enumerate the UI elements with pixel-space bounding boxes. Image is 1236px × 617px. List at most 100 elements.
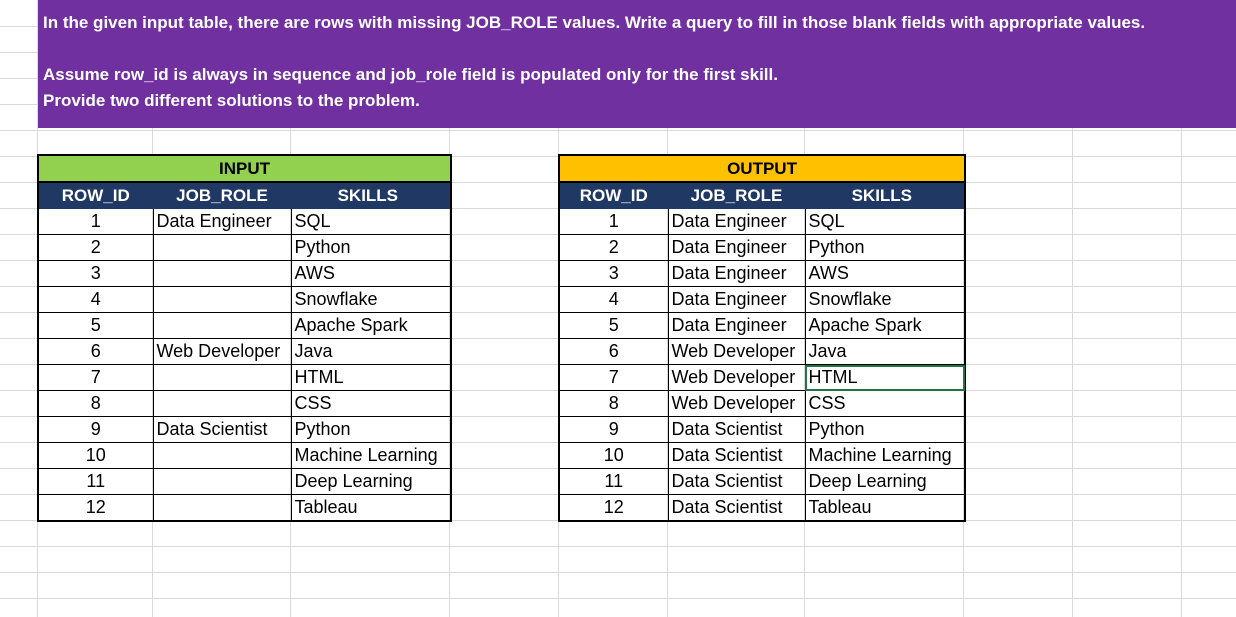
output-skills-cell[interactable]: Apache Spark [804,312,966,339]
input-row-id-cell[interactable]: 9 [37,416,154,443]
output-row-id-cell[interactable]: 4 [558,286,669,313]
input-job-role-cell[interactable] [152,234,292,261]
input-job-role-cell[interactable] [152,260,292,287]
input-table-row: 2 Python [37,234,452,261]
output-skills-cell[interactable]: SQL [804,208,966,235]
output-job-role-cell[interactable]: Data Engineer [667,208,806,235]
output-skills-cell[interactable]: Java [804,338,966,365]
output-row-id-cell[interactable]: 10 [558,442,669,469]
output-skills-cell[interactable]: Python [804,416,966,443]
input-table-row: 9 Data Scientist Python [37,416,452,443]
output-col-row-id[interactable]: ROW_ID [558,181,669,209]
input-col-skills[interactable]: SKILLS [290,181,452,209]
output-job-role-cell[interactable]: Web Developer [667,390,806,417]
input-skills-cell[interactable]: CSS [290,390,452,417]
output-row-id-cell[interactable]: 12 [558,494,669,522]
output-job-role-cell[interactable]: Data Engineer [667,286,806,313]
input-table-row: 4 Snowflake [37,286,452,313]
output-row-id-cell[interactable]: 1 [558,208,669,235]
output-table-row: 10 Data Scientist Machine Learning [558,442,966,469]
output-skills-cell[interactable]: Snowflake [804,286,966,313]
input-skills-cell[interactable]: Machine Learning [290,442,452,469]
input-col-row-id[interactable]: ROW_ID [37,181,154,209]
input-skills-cell[interactable]: Python [290,234,452,261]
output-job-role-cell[interactable]: Web Developer [667,338,806,365]
input-skills-cell[interactable]: Tableau [290,494,452,522]
input-row-id-cell[interactable]: 6 [37,338,154,365]
input-row-id-cell[interactable]: 1 [37,208,154,235]
output-skills-cell[interactable]: Python [804,234,966,261]
input-skills-cell[interactable]: Java [290,338,452,365]
input-job-role-cell[interactable] [152,390,292,417]
input-skills-cell[interactable]: Apache Spark [290,312,452,339]
output-row-id-cell[interactable]: 11 [558,468,669,495]
input-skills-cell[interactable]: Python [290,416,452,443]
input-row-id-cell[interactable]: 10 [37,442,154,469]
output-row-id-cell[interactable]: 9 [558,416,669,443]
input-job-role-cell[interactable] [152,364,292,391]
output-skills-cell[interactable]: HTML [804,364,966,391]
input-skills-cell[interactable]: AWS [290,260,452,287]
input-row-id-cell[interactable]: 4 [37,286,154,313]
output-skills-cell[interactable]: Tableau [804,494,966,522]
input-row-id-cell[interactable]: 11 [37,468,154,495]
input-table-row: 12 Tableau [37,494,452,522]
output-row-id-cell[interactable]: 6 [558,338,669,365]
input-table-row: 7 HTML [37,364,452,391]
output-col-job-role[interactable]: JOB_ROLE [667,181,806,209]
output-row-id-cell[interactable]: 3 [558,260,669,287]
output-table-row: 4 Data Engineer Snowflake [558,286,966,313]
output-job-role-cell[interactable]: Data Engineer [667,260,806,287]
input-job-role-cell[interactable] [152,286,292,313]
output-job-role-cell[interactable]: Data Scientist [667,468,806,495]
output-col-skills[interactable]: SKILLS [804,181,966,209]
input-row-id-cell[interactable]: 12 [37,494,154,522]
output-job-role-cell[interactable]: Data Engineer [667,234,806,261]
input-row-id-cell[interactable]: 8 [37,390,154,417]
output-table-row: 8 Web Developer CSS [558,390,966,417]
output-row-id-cell[interactable]: 2 [558,234,669,261]
input-table-row: 5 Apache Spark [37,312,452,339]
output-job-role-cell[interactable]: Data Scientist [667,494,806,522]
output-job-role-cell[interactable]: Web Developer [667,364,806,391]
input-table-row: 8 CSS [37,390,452,417]
input-table-row: 1 Data Engineer SQL [37,208,452,235]
output-row-id-cell[interactable]: 8 [558,390,669,417]
input-job-role-cell[interactable] [152,442,292,469]
instructions-banner[interactable]: In the given input table, there are rows… [38,0,1236,128]
output-table-row: 7 Web Developer HTML [558,364,966,391]
input-job-role-cell[interactable]: Web Developer [152,338,292,365]
output-skills-cell[interactable]: Deep Learning [804,468,966,495]
output-skills-cell[interactable]: Machine Learning [804,442,966,469]
input-table-title[interactable]: INPUT [36,154,453,183]
input-table-row: 10 Machine Learning [37,442,452,469]
input-job-role-cell[interactable] [152,468,292,495]
output-table-title[interactable]: OUTPUT [557,154,967,183]
output-table: OUTPUT ROW_ID JOB_ROLE SKILLS 1 Data Engi… [557,154,967,522]
input-skills-cell[interactable]: Deep Learning [290,468,452,495]
output-table-row: 5 Data Engineer Apache Spark [558,312,966,339]
input-job-role-cell[interactable]: Data Scientist [152,416,292,443]
output-job-role-cell[interactable]: Data Scientist [667,442,806,469]
output-skills-cell[interactable]: CSS [804,390,966,417]
output-skills-cell[interactable]: AWS [804,260,966,287]
output-job-role-cell[interactable]: Data Scientist [667,416,806,443]
input-skills-cell[interactable]: HTML [290,364,452,391]
output-row-id-cell[interactable]: 7 [558,364,669,391]
input-row-id-cell[interactable]: 3 [37,260,154,287]
input-col-job-role[interactable]: JOB_ROLE [152,181,292,209]
input-skills-cell[interactable]: SQL [290,208,452,235]
input-job-role-cell[interactable]: Data Engineer [152,208,292,235]
input-job-role-cell[interactable] [152,312,292,339]
input-row-id-cell[interactable]: 2 [37,234,154,261]
input-table-row: 3 AWS [37,260,452,287]
input-row-id-cell[interactable]: 7 [37,364,154,391]
input-skills-cell[interactable]: Snowflake [290,286,452,313]
output-row-id-cell[interactable]: 5 [558,312,669,339]
output-job-role-cell[interactable]: Data Engineer [667,312,806,339]
input-job-role-cell[interactable] [152,494,292,522]
input-table-row: 11 Deep Learning [37,468,452,495]
output-table-row: 11 Data Scientist Deep Learning [558,468,966,495]
input-row-id-cell[interactable]: 5 [37,312,154,339]
output-table-row: 6 Web Developer Java [558,338,966,365]
